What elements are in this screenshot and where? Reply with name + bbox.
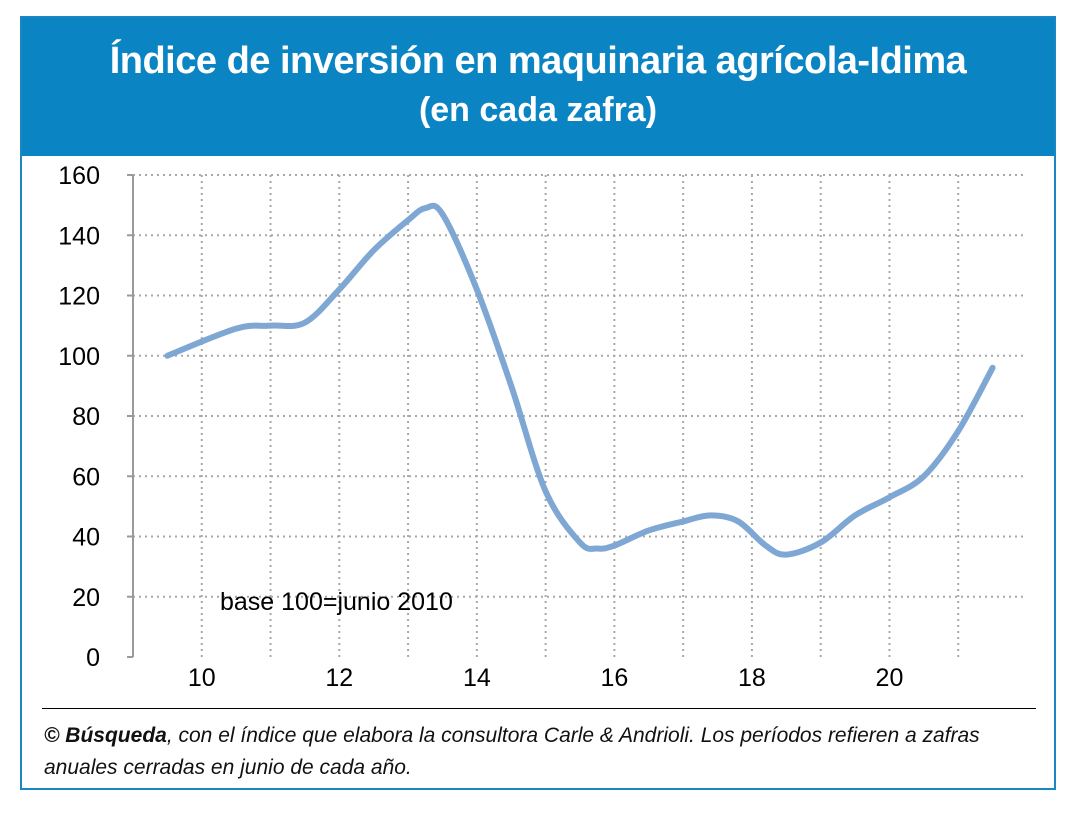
series-line — [164, 202, 996, 558]
caption-divider — [42, 708, 1036, 709]
y-tick-label: 60 — [72, 463, 100, 491]
x-tick-label: 10 — [188, 664, 216, 692]
chart-card: Índice de inversión en maquinaria agríco… — [20, 16, 1056, 790]
chart-caption: © Búsqueda, con el índice que elabora la… — [44, 720, 1044, 784]
chart-annotation: base 100=junio 2010 — [220, 588, 453, 616]
y-tick-label: 0 — [86, 644, 100, 672]
x-tick-label: 14 — [463, 664, 491, 692]
x-tick-label: 20 — [876, 664, 904, 692]
y-tick-label: 20 — [72, 584, 100, 612]
y-tick-label: 80 — [72, 403, 100, 431]
chart-subtitle: (en cada zafra) — [418, 91, 658, 129]
x-tick-label: 12 — [325, 664, 353, 692]
x-tick-label: 16 — [600, 664, 628, 692]
y-tick-label: 40 — [72, 524, 100, 552]
caption-brand: © Búsqueda — [44, 724, 167, 747]
x-tick-label: 18 — [738, 664, 766, 692]
chart-header: Índice de inversión en maquinaria agríco… — [22, 18, 1054, 156]
y-tick-label: 100 — [58, 343, 100, 371]
caption-text: , con el índice que elabora la consultor… — [44, 724, 980, 779]
chart-title: Índice de inversión en maquinaria agríco… — [109, 40, 967, 82]
y-tick-label: 140 — [58, 222, 100, 250]
y-tick-label: 160 — [58, 162, 100, 190]
y-tick-label: 120 — [58, 283, 100, 311]
